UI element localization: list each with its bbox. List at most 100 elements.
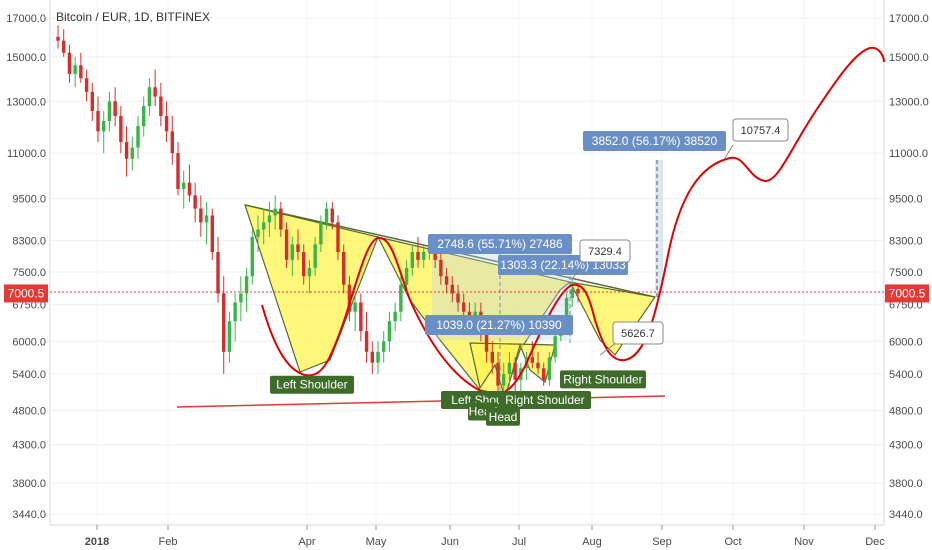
pattern-label-bg [560, 370, 646, 389]
candle-body [199, 208, 203, 223]
candle-body [536, 362, 540, 369]
left-tick-label: 13000.0 [6, 96, 46, 108]
measure-label: 3852.0 (56.17%) 38520 [592, 134, 718, 148]
candle-body [182, 182, 186, 189]
callout-box [612, 321, 664, 345]
candle-body [233, 302, 237, 322]
candle-body [353, 302, 357, 312]
right-tick-label: 13000.0 [889, 96, 929, 108]
right-tick-label: 3800.0 [889, 478, 923, 490]
candle-body [393, 311, 397, 322]
candle-body [422, 251, 426, 260]
price-tag-right-bg [885, 284, 929, 303]
left-tick-label: 3800.0 [12, 478, 46, 490]
right-price-axis[interactable]: 17000.0 15000.0 13000.0 11000.0 9500.0 8300.0… [889, 13, 929, 521]
pattern-left-shoulder-big[interactable] [244, 204, 379, 373]
candle-body [142, 106, 146, 127]
measure-label-bg [583, 131, 726, 151]
candle-body [227, 321, 232, 352]
candle-body [90, 91, 94, 111]
measure-area-2 [655, 160, 663, 297]
left-tick-label: 15000.0 [6, 52, 46, 64]
right-tick-label: 4300.0 [889, 440, 923, 452]
x-tick-label: Jun [441, 536, 459, 548]
candle-body [56, 36, 60, 41]
pattern-label: Right Shoulder [563, 372, 642, 386]
candle-body [416, 251, 420, 260]
candle-body [119, 115, 123, 143]
candle-body [136, 126, 140, 148]
candle-body [130, 147, 134, 159]
pattern-label-bg [486, 407, 520, 426]
right-tick-label: 5400.0 [889, 369, 923, 381]
candle-body [73, 65, 77, 74]
candle-body [176, 153, 180, 189]
candle-body [382, 341, 386, 352]
candle-body [239, 293, 243, 303]
callout-label: 5626.7 [621, 328, 655, 340]
price-tag-left: 7000.5 [8, 286, 45, 300]
callout-label: 7329.4 [588, 246, 622, 258]
candle-body [490, 351, 494, 363]
x-tick-label: Feb [159, 536, 178, 548]
candle-body [347, 284, 352, 312]
candle-body [84, 78, 89, 92]
candle-body [330, 208, 334, 223]
candle-body [216, 251, 220, 294]
left-price-axis[interactable]: 17000.0 15000.0 13000.0 11000.0 9500.0 8300.0… [6, 13, 46, 521]
price-tag-left-bg [4, 284, 48, 303]
candle-body [564, 297, 569, 322]
left-tick-label: 11000.0 [7, 148, 46, 160]
left-tick-label: 9500.0 [12, 194, 46, 206]
x-tick-label: May [366, 536, 387, 548]
right-tick-label: 7500.0 [889, 267, 923, 279]
candle-body [222, 293, 226, 352]
candle-body [404, 267, 409, 285]
candle-body [147, 87, 152, 107]
callout-box [579, 239, 631, 263]
candle-body [570, 289, 574, 298]
candle-body [279, 208, 283, 230]
candle-body [336, 222, 340, 252]
candle-body [542, 368, 546, 380]
left-tick-label: 4300.0 [12, 440, 46, 452]
candle-body [96, 110, 100, 132]
candle-body [364, 331, 369, 352]
candle-body [547, 357, 552, 380]
candle-body [507, 362, 512, 375]
candle-body [359, 302, 363, 332]
candle-body [210, 215, 214, 252]
candle-body [273, 208, 277, 216]
right-tick-label: 15000.0 [889, 52, 929, 64]
candle-body [324, 208, 329, 223]
time-axis[interactable]: 2018 Feb Apr May Jun Jul Aug Sep Oct Nov Dec [85, 525, 886, 548]
candle-body [102, 120, 106, 132]
x-tick-label: Oct [724, 536, 741, 548]
left-tick-label: 17000.0 [6, 13, 46, 25]
candle-body [576, 289, 580, 294]
candle-body [124, 142, 129, 159]
candle-body [193, 195, 197, 209]
chart-title: Bitcoin / EUR, 1D, BITFINEX [56, 10, 210, 24]
right-tick-label: 3440.0 [889, 509, 923, 521]
right-tick-label: 4800.0 [889, 406, 923, 418]
candle-body [444, 276, 449, 285]
candle-body [410, 251, 414, 268]
candle-body [204, 215, 209, 223]
candle-body [170, 131, 174, 154]
pattern-label: Head [489, 410, 518, 424]
candle-body [67, 52, 72, 74]
measure-label-bg [428, 234, 572, 254]
candles[interactable] [56, 25, 580, 398]
x-tick-label: Jul [512, 536, 526, 548]
candle-body [387, 321, 392, 342]
projection-curve[interactable] [261, 46, 885, 396]
candle-body [319, 222, 323, 245]
grid [50, 0, 884, 525]
candle-body [307, 267, 312, 277]
candle-body [399, 284, 403, 312]
candle-body [502, 374, 506, 386]
candle-body [284, 229, 289, 260]
